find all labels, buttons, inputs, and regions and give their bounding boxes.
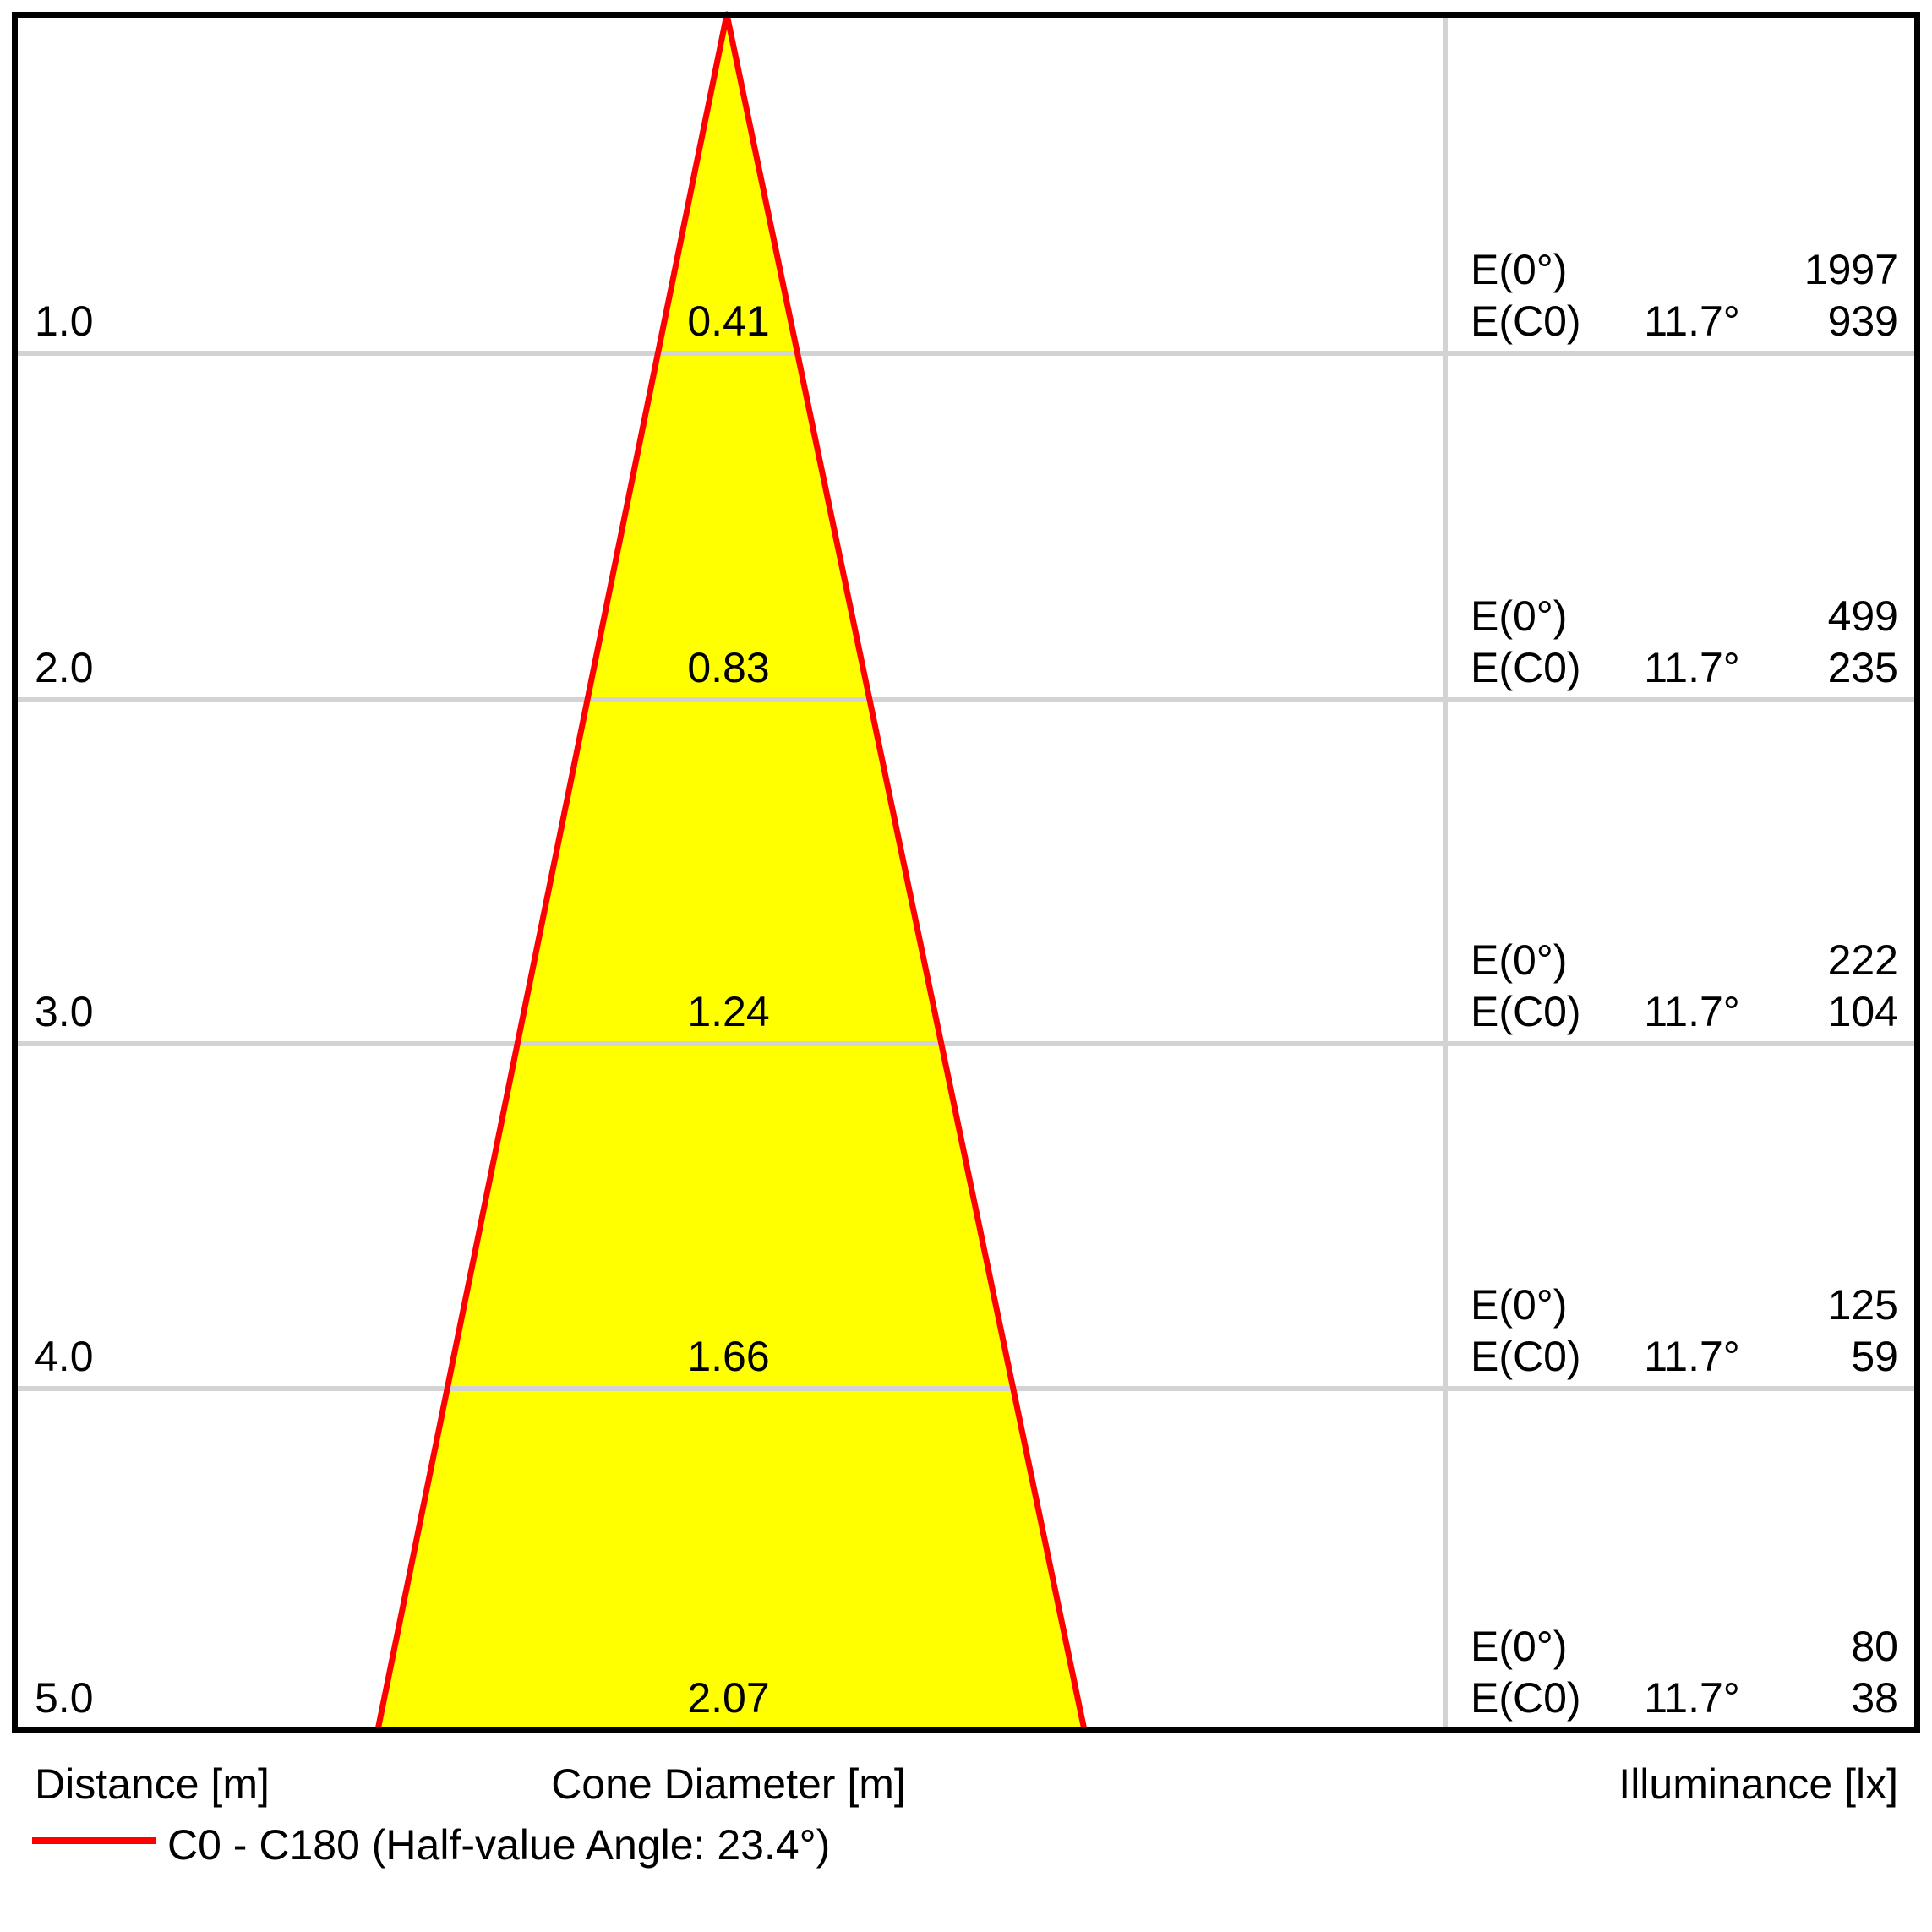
half-beam-angle: 11.7° bbox=[1644, 1674, 1740, 1722]
cone-diameter-value: 0.83 bbox=[687, 644, 770, 691]
ec0-value: 59 bbox=[1851, 1333, 1898, 1380]
cone-diameter-value: 2.07 bbox=[687, 1674, 770, 1722]
distance-value: 3.0 bbox=[35, 988, 94, 1035]
distance-value: 5.0 bbox=[35, 1674, 94, 1722]
cone-diameter-value: 1.66 bbox=[687, 1333, 770, 1380]
ec0-value: 939 bbox=[1827, 297, 1898, 345]
e0-value: 499 bbox=[1827, 592, 1898, 640]
distance-value: 1.0 bbox=[35, 297, 94, 345]
legend-line-c0-c180 bbox=[32, 1837, 156, 1844]
ec0-value: 104 bbox=[1827, 988, 1898, 1035]
e0-value: 1997 bbox=[1804, 246, 1898, 293]
light-cone-shape bbox=[378, 14, 1084, 1730]
ec0-value: 38 bbox=[1851, 1674, 1898, 1722]
e0-value: 80 bbox=[1851, 1623, 1898, 1670]
distance-value: 4.0 bbox=[35, 1333, 94, 1380]
ec0-label: E(C0) bbox=[1471, 1674, 1581, 1722]
ec0-label: E(C0) bbox=[1471, 297, 1581, 345]
illuminance-axis-label: Illuminance [lx] bbox=[1618, 1760, 1898, 1808]
e0-label: E(0°) bbox=[1471, 1281, 1568, 1329]
e0-value: 125 bbox=[1827, 1281, 1898, 1329]
ec0-label: E(C0) bbox=[1471, 644, 1581, 691]
half-beam-angle: 11.7° bbox=[1644, 297, 1740, 345]
ec0-value: 235 bbox=[1827, 644, 1898, 691]
e0-label: E(0°) bbox=[1471, 1623, 1568, 1670]
e0-value: 222 bbox=[1827, 936, 1898, 984]
cone-diameter-value: 1.24 bbox=[687, 988, 770, 1035]
cone-diameter-axis-label: Cone Diameter [m] bbox=[551, 1760, 906, 1808]
half-beam-angle: 11.7° bbox=[1644, 1333, 1740, 1380]
cone-edge-right bbox=[723, 11, 1088, 1733]
distance-axis-label: Distance [m] bbox=[35, 1760, 270, 1808]
e0-label: E(0°) bbox=[1471, 592, 1568, 640]
ec0-label: E(C0) bbox=[1471, 1333, 1581, 1380]
e0-label: E(0°) bbox=[1471, 246, 1568, 293]
ec0-label: E(C0) bbox=[1471, 988, 1581, 1035]
cone-edge-left bbox=[374, 11, 730, 1733]
distance-value: 2.0 bbox=[35, 644, 94, 691]
chart-border bbox=[12, 12, 1920, 1733]
e0-label: E(0°) bbox=[1471, 936, 1568, 984]
cone-diameter-value: 0.41 bbox=[687, 297, 770, 345]
half-beam-angle: 11.7° bbox=[1644, 988, 1740, 1035]
legend-label: C0 - C180 (Half-value Angle: 23.4°) bbox=[167, 1821, 831, 1869]
half-beam-angle: 11.7° bbox=[1644, 644, 1740, 691]
